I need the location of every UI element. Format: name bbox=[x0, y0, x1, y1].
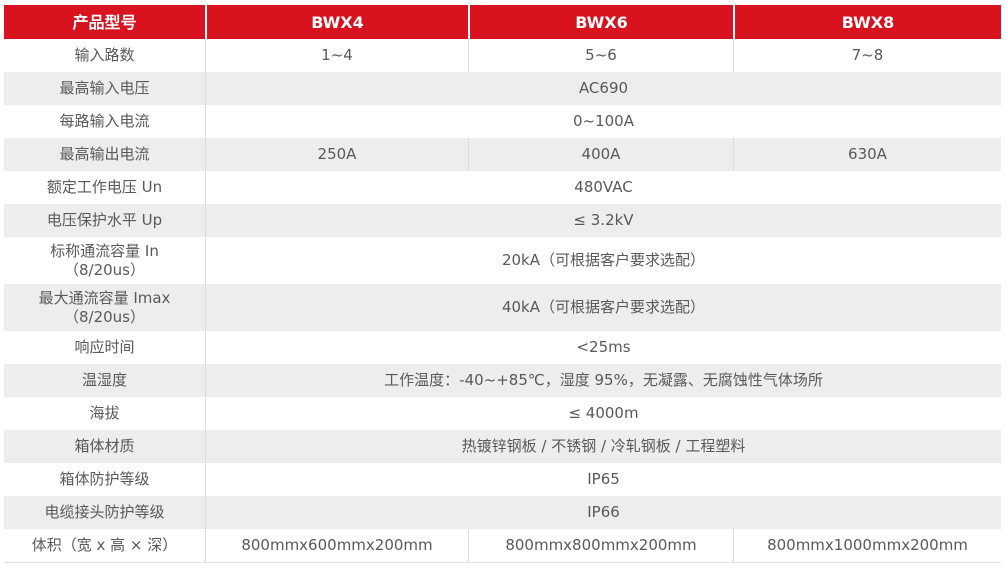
row-value-bwx8: 800mmx1000mmx200mm bbox=[733, 529, 1001, 562]
row-value-merged: ≤ 3.2kV bbox=[205, 204, 1001, 237]
row-value-merged: 热镀锌钢板 / 不锈钢 / 冷轧钢板 / 工程塑料 bbox=[205, 430, 1001, 463]
row-value-bwx6: 400A bbox=[468, 138, 733, 171]
row-label: 响应时间 bbox=[74, 338, 135, 356]
row-value-merged: 20kA（可根据客户要求选配） bbox=[205, 237, 1001, 284]
row-value-bwx4: 250A bbox=[205, 138, 468, 171]
header-model-bwx8: BWX8 bbox=[733, 5, 1001, 39]
table-header-row: 产品型号 BWX4 BWX6 BWX8 bbox=[4, 5, 1001, 39]
row-value-merged: IP66 bbox=[205, 496, 1001, 529]
row-label-line1: 标称通流容量 In bbox=[50, 241, 159, 260]
table-row-max-output-current: 最高输出电流 250A 400A 630A bbox=[4, 138, 1001, 171]
row-label: 体积（宽 x 高 × 深） bbox=[31, 536, 178, 554]
table-row-input-channels: 输入路数 1~4 5~6 7~8 bbox=[4, 39, 1001, 72]
table-row-max-discharge-imax: 最大通流容量 Imax （8/20us） 40kA（可根据客户要求选配） bbox=[4, 284, 1001, 331]
row-value-bwx6: 800mmx800mmx200mm bbox=[468, 529, 733, 562]
row-value-merged: 480VAC bbox=[205, 171, 1001, 204]
table-row-altitude: 海拔 ≤ 4000m bbox=[4, 397, 1001, 430]
row-label: 最高输入电压 bbox=[59, 79, 150, 97]
row-value-merged: ≤ 4000m bbox=[205, 397, 1001, 430]
table-row-max-input-voltage: 最高输入电压 AC690 bbox=[4, 72, 1001, 105]
product-spec-table: 产品型号 BWX4 BWX6 BWX8 输入路数 1~4 5~6 7~8 最高输… bbox=[4, 5, 1001, 563]
row-label-line2: （8/20us） bbox=[63, 260, 145, 279]
row-value-merged: <25ms bbox=[205, 331, 1001, 364]
row-label: 标称通流容量 In （8/20us） bbox=[4, 237, 205, 284]
row-label: 电缆接头防护等级 bbox=[44, 503, 165, 521]
table-row-nominal-discharge-in: 标称通流容量 In （8/20us） 20kA（可根据客户要求选配） bbox=[4, 237, 1001, 284]
row-label: 电压保护水平 Up bbox=[46, 211, 163, 229]
header-model-bwx4: BWX4 bbox=[205, 5, 468, 39]
table-row-response-time: 响应时间 <25ms bbox=[4, 331, 1001, 364]
row-label-line2: （8/20us） bbox=[63, 307, 145, 326]
table-row-rated-voltage-un: 额定工作电压 Un 480VAC bbox=[4, 171, 1001, 204]
table-row-enclosure-ip-rating: 箱体防护等级 IP65 bbox=[4, 463, 1001, 496]
row-value-bwx4: 1~4 bbox=[205, 39, 468, 72]
row-label: 海拔 bbox=[89, 404, 120, 422]
table-row-input-current-per-channel: 每路输入电流 0~100A bbox=[4, 105, 1001, 138]
row-value-bwx8: 630A bbox=[733, 138, 1001, 171]
row-label: 额定工作电压 Un bbox=[46, 178, 163, 196]
table-row-dimensions: 体积（宽 x 高 × 深） 800mmx600mmx200mm 800mmx80… bbox=[4, 529, 1001, 562]
header-product-model-label: 产品型号 bbox=[72, 12, 137, 32]
row-label: 输入路数 bbox=[74, 46, 135, 64]
table-row-protection-level-up: 电压保护水平 Up ≤ 3.2kV bbox=[4, 204, 1001, 237]
row-value-merged: AC690 bbox=[205, 72, 1001, 105]
row-value-merged: 0~100A bbox=[205, 105, 1001, 138]
row-value-bwx8: 7~8 bbox=[733, 39, 1001, 72]
row-value-bwx4: 800mmx600mmx200mm bbox=[205, 529, 468, 562]
row-label: 最大通流容量 Imax （8/20us） bbox=[4, 284, 205, 331]
row-label-line1: 最大通流容量 Imax bbox=[38, 288, 171, 307]
row-label: 温湿度 bbox=[81, 371, 127, 389]
row-label: 每路输入电流 bbox=[59, 112, 150, 130]
row-label: 最高输出电流 bbox=[59, 145, 150, 163]
header-model-bwx6: BWX6 bbox=[468, 5, 733, 39]
row-value-merged: 工作温度：-40~+85℃，湿度 95%，无凝露、无腐蚀性气体场所 bbox=[205, 364, 1001, 397]
row-value-merged: 40kA（可根据客户要求选配） bbox=[205, 284, 1001, 331]
table-row-cable-gland-ip-rating: 电缆接头防护等级 IP66 bbox=[4, 496, 1001, 529]
table-row-enclosure-material: 箱体材质 热镀锌钢板 / 不锈钢 / 冷轧钢板 / 工程塑料 bbox=[4, 430, 1001, 463]
row-label: 箱体材质 bbox=[74, 437, 135, 455]
row-value-bwx6: 5~6 bbox=[468, 39, 733, 72]
table-row-temperature-humidity: 温湿度 工作温度：-40~+85℃，湿度 95%，无凝露、无腐蚀性气体场所 bbox=[4, 364, 1001, 397]
row-value-merged: IP65 bbox=[205, 463, 1001, 496]
row-label: 箱体防护等级 bbox=[59, 470, 150, 488]
